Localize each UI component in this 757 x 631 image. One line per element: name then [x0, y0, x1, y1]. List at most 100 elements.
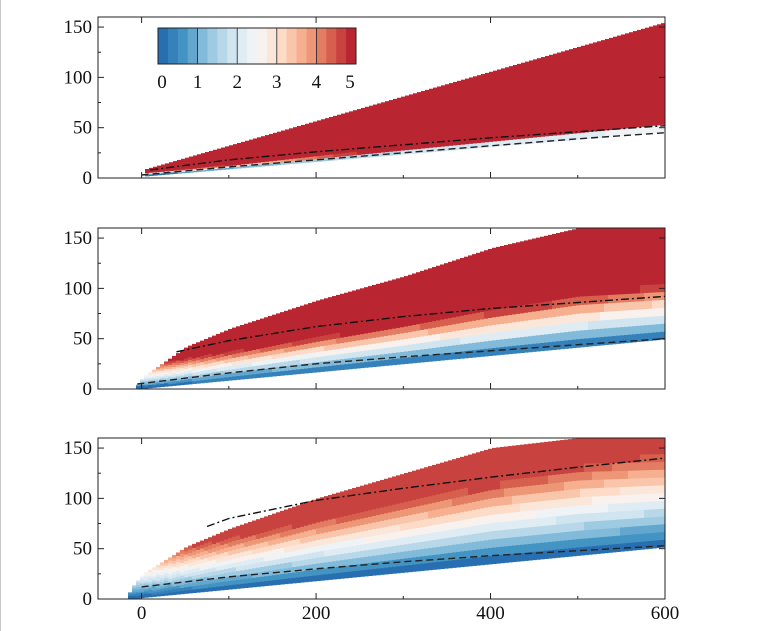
field-cell [549, 73, 554, 81]
field-cell [624, 301, 629, 311]
field-cell [224, 576, 229, 582]
field-cell [385, 128, 390, 133]
field-cell [272, 523, 277, 530]
field-cell [596, 286, 601, 296]
field-cell [280, 563, 285, 569]
field-cell [216, 333, 221, 338]
field-cell [473, 122, 478, 129]
field-cell [220, 536, 225, 542]
field-cell [397, 146, 402, 151]
field-cell [353, 134, 358, 139]
field-cell [557, 71, 562, 79]
field-cell [492, 316, 497, 326]
field-cell [577, 99, 582, 107]
field-cell [444, 545, 449, 554]
field-cell [605, 80, 610, 89]
field-cell [360, 356, 365, 363]
field-cell [156, 381, 161, 384]
field-cell [436, 561, 441, 570]
field-cell [205, 162, 210, 165]
field-cell [396, 517, 401, 525]
field-cell [624, 228, 629, 237]
field-cell [212, 374, 217, 379]
field-cell [645, 95, 650, 104]
field-cell [484, 348, 489, 357]
field-cell [168, 381, 173, 385]
field-cell [525, 120, 530, 127]
field-cell [344, 325, 349, 332]
field-cell [589, 97, 594, 105]
field-cell [368, 337, 373, 345]
field-cell [621, 70, 626, 79]
field-cell [296, 325, 301, 332]
field-cell [301, 149, 306, 153]
field-cell [136, 590, 141, 593]
field-cell [621, 41, 626, 50]
field-cell [628, 285, 633, 294]
field-cell [341, 116, 346, 121]
field-cell [445, 93, 450, 99]
field-cell [325, 127, 330, 131]
field-cell [296, 510, 301, 517]
field-cell [545, 123, 550, 131]
field-cell [140, 381, 145, 384]
field-cell [300, 559, 305, 566]
field-cell [509, 111, 514, 118]
field-cell [625, 76, 630, 85]
field-cell [380, 341, 385, 349]
field-cell [324, 329, 329, 336]
field-cell [256, 562, 261, 568]
field-cell [164, 375, 169, 378]
field-cell [176, 355, 181, 359]
field-cell [176, 380, 181, 384]
field-cell [152, 585, 157, 589]
field-cell [172, 557, 177, 562]
field-cell [621, 77, 626, 86]
field-cell [453, 86, 458, 93]
field-cell [264, 531, 269, 537]
field-cell [204, 576, 209, 581]
field-cell [172, 355, 177, 359]
field-cell [357, 129, 362, 135]
field-cell [568, 339, 573, 349]
field-cell [445, 112, 450, 118]
field-cell [496, 269, 501, 279]
field-cell [341, 120, 346, 124]
field-cell [520, 249, 525, 258]
field-cell [345, 135, 350, 140]
field-cell [224, 373, 229, 378]
field-cell [460, 308, 465, 316]
field-cell [392, 538, 397, 547]
field-cell [540, 342, 545, 352]
field-cell [393, 110, 398, 116]
field-cell [277, 157, 282, 161]
field-cell [484, 523, 489, 533]
field-cell [156, 379, 161, 382]
field-cell [601, 81, 606, 90]
field-cell [228, 358, 233, 363]
field-cell [201, 153, 206, 156]
field-cell [520, 336, 525, 346]
field-cell [332, 505, 337, 513]
field-cell [620, 301, 625, 311]
field-cell [188, 572, 193, 577]
field-cell [228, 528, 233, 534]
field-cell [493, 135, 498, 142]
field-cell [504, 315, 509, 324]
field-cell [464, 256, 469, 265]
field-cell [420, 303, 425, 311]
field-cell [648, 292, 653, 301]
field-cell [152, 569, 157, 573]
field-cell [589, 50, 594, 58]
field-cell [488, 332, 493, 341]
field-cell [656, 315, 661, 325]
field-cell [204, 376, 209, 380]
field-cell [309, 147, 314, 152]
field-cell [484, 310, 489, 319]
field-cell [305, 156, 310, 161]
field-cell [288, 513, 293, 520]
field-cell [412, 535, 417, 544]
field-cell [408, 350, 413, 358]
field-cell [549, 110, 554, 118]
